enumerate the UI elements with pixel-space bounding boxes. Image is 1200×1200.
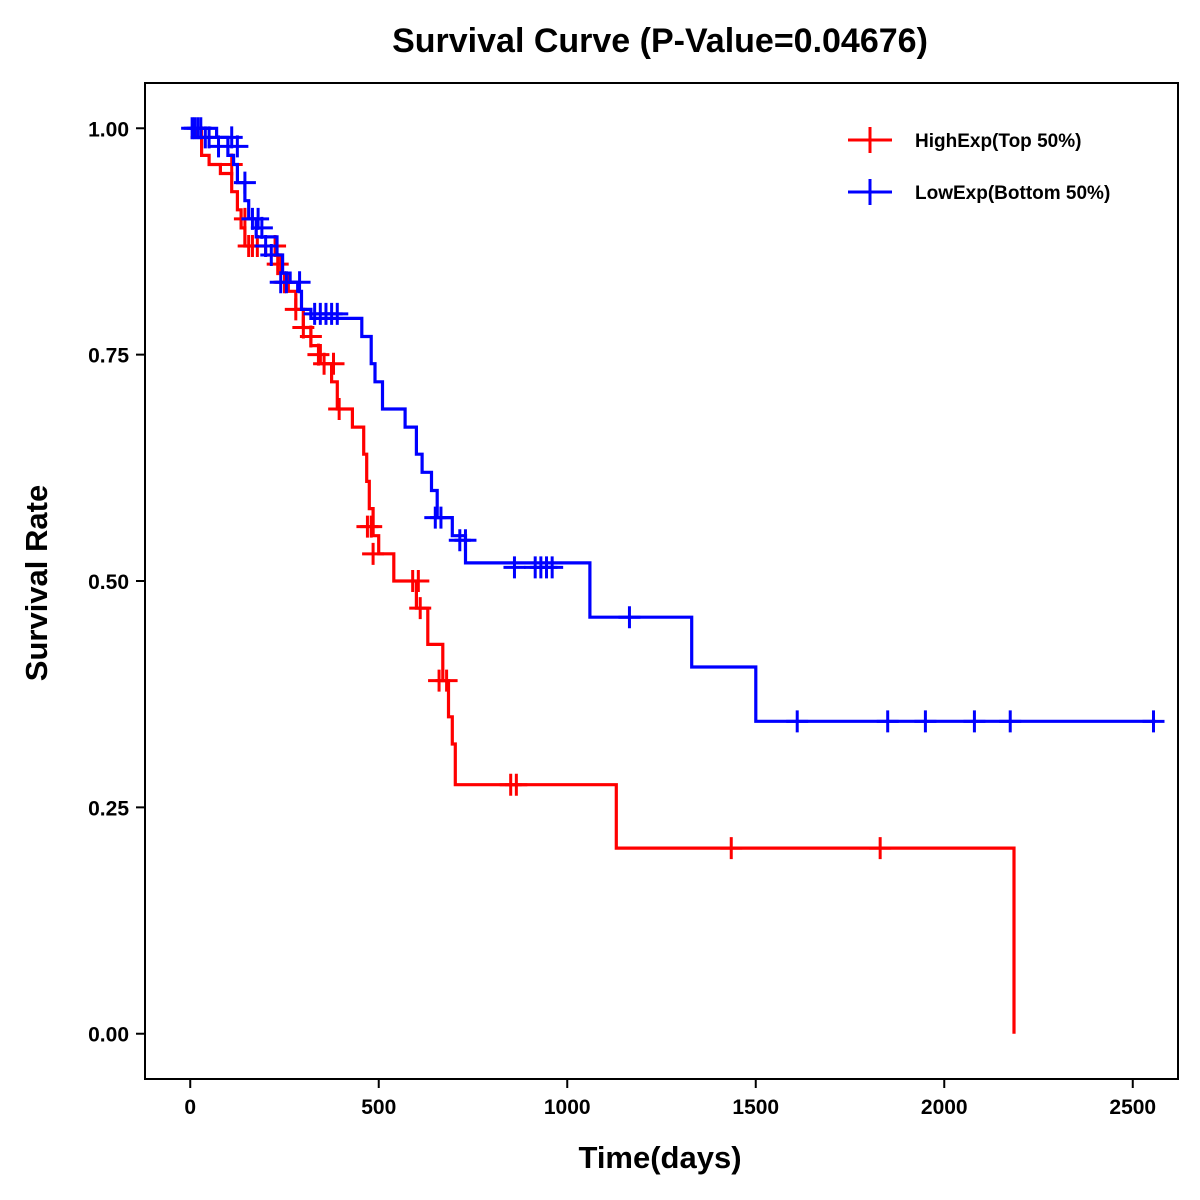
censor-mark [720, 837, 743, 860]
censor-mark [914, 710, 937, 733]
y-axis-title: Survival Rate [19, 485, 54, 681]
censor-mark [233, 171, 256, 194]
censor-mark [454, 529, 477, 552]
censor-mark [505, 773, 528, 796]
censor-mark [360, 515, 383, 538]
censor-mark [362, 542, 385, 565]
censor-mark [260, 244, 283, 267]
censor-mark [435, 669, 458, 692]
censor-mark [876, 710, 899, 733]
x-tick-label: 500 [361, 1096, 396, 1119]
censor-mark [409, 597, 432, 620]
y-tick-label: 1.00 [88, 118, 129, 141]
censor-mark [247, 207, 270, 230]
censor-mark [322, 352, 345, 375]
censor-mark [963, 710, 986, 733]
censor-mark [198, 126, 221, 149]
censor-mark [869, 837, 892, 860]
x-tick-label: 0 [184, 1096, 196, 1119]
x-axis: 0 500 1000 1500 2000 2500 [184, 1079, 1156, 1119]
chart-title: Survival Curve (P-Value=0.04676) [392, 22, 928, 60]
x-axis-title: Time(days) [578, 1140, 741, 1175]
y-tick-label: 0.00 [88, 1024, 129, 1047]
censor-mark [307, 343, 330, 366]
legend: HighExp(Top 50%) LowExp(Bottom 50%) [848, 127, 1110, 205]
censor-mark [328, 397, 351, 420]
censor-mark [254, 234, 277, 257]
censor-mark [220, 153, 243, 176]
legend-item-0: HighExp(Top 50%) [848, 127, 1081, 153]
censor-mark [618, 606, 641, 629]
legend-marker-1 [848, 179, 892, 205]
censor-mark [541, 556, 564, 579]
censor-mark [429, 506, 452, 529]
censor-mark [999, 710, 1022, 733]
y-axis: 0.00 0.25 0.50 0.75 1.00 [88, 118, 145, 1047]
censor-mark [299, 325, 322, 348]
x-tick-label: 2000 [921, 1096, 968, 1119]
series-layer [181, 117, 1165, 1034]
y-tick-label: 0.25 [88, 797, 129, 820]
censor-mark [1142, 710, 1165, 733]
censor-mark [288, 271, 311, 294]
x-tick-label: 1000 [544, 1096, 591, 1119]
survival-curve-0 [190, 126, 1016, 1034]
censor-mark [250, 216, 273, 239]
legend-label-1: LowExp(Bottom 50%) [915, 183, 1110, 204]
censor-mark [226, 135, 249, 158]
series-1 [181, 117, 1165, 733]
censor-mark [786, 710, 809, 733]
legend-marker-0 [848, 127, 892, 153]
censor-mark [407, 570, 430, 592]
censor-mark [326, 302, 349, 325]
y-tick-label: 0.75 [88, 345, 129, 368]
legend-item-1: LowExp(Bottom 50%) [848, 179, 1110, 205]
y-tick-label: 0.50 [88, 571, 129, 594]
x-tick-label: 2500 [1109, 1096, 1156, 1119]
x-tick-label: 1500 [732, 1096, 779, 1119]
legend-label-0: HighExp(Top 50%) [915, 131, 1081, 152]
plot-panel [144, 82, 1179, 1080]
censor-mark [220, 126, 243, 149]
censor-mark [207, 135, 230, 158]
censor-mark [503, 556, 526, 579]
